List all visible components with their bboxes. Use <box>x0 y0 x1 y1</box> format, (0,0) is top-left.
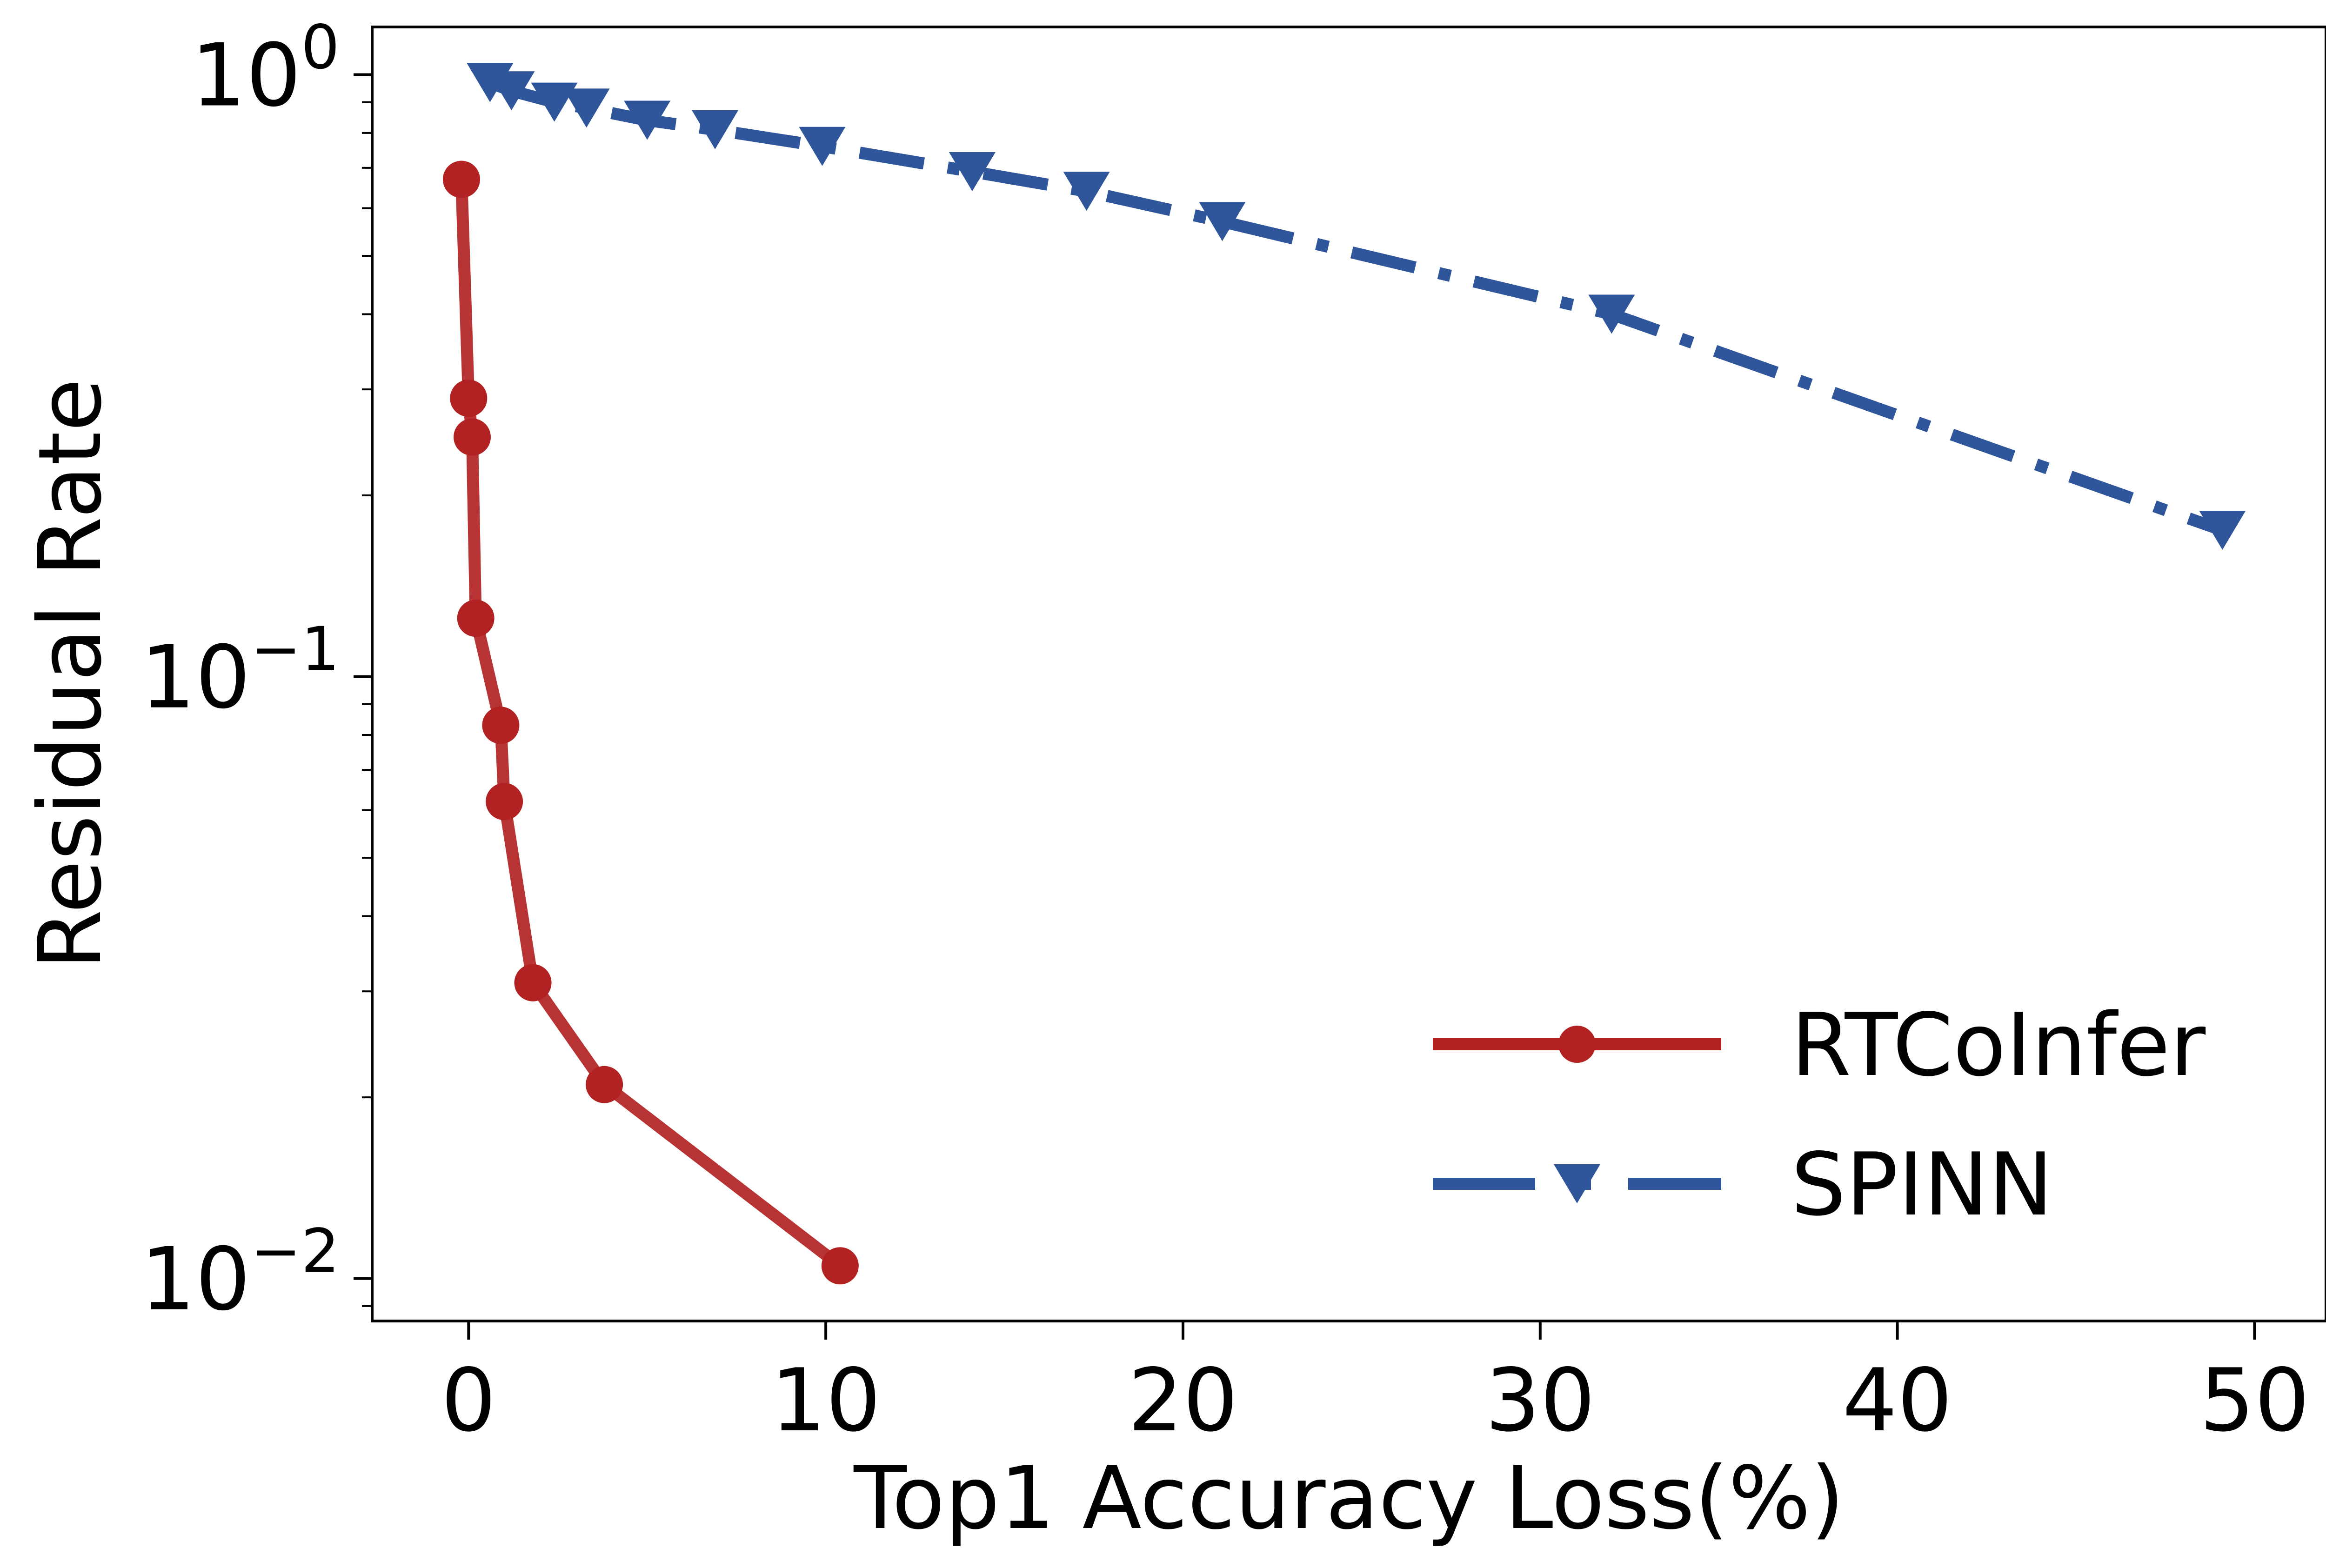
data-point-spinn <box>692 110 739 149</box>
x-axis: 0 10 20 30 40 50 <box>441 1321 2310 1451</box>
data-point-spinn <box>624 100 671 140</box>
data-point-spinn <box>799 127 846 166</box>
x-tick-label: 0 <box>441 1350 496 1451</box>
x-tick-label: 40 <box>1842 1350 1952 1451</box>
legend-item-rtcoinfer: RTCoInfer <box>1433 994 2206 1095</box>
data-point-rtcoinfer <box>457 600 495 637</box>
y-axis: 100 10−1 10−2 <box>140 12 372 1330</box>
legend-label-rtcoinfer: RTCoInfer <box>1791 994 2206 1095</box>
y-tick-label: 10−2 <box>140 1216 340 1330</box>
data-point-spinn <box>2199 511 2246 550</box>
x-tick-label: 20 <box>1128 1350 1238 1451</box>
y-tick-label: 10−1 <box>140 614 340 728</box>
data-point-rtcoinfer <box>486 783 523 821</box>
x-tick-label: 30 <box>1485 1350 1595 1451</box>
data-point-rtcoinfer <box>514 964 552 1001</box>
data-point-spinn <box>949 152 996 192</box>
x-axis-label: Top1 Accuracy Loss(%) <box>853 1448 1844 1548</box>
plot-frame <box>371 26 2326 1322</box>
y-tick-label: 100 <box>191 12 340 126</box>
data-point-spinn <box>1199 202 1246 241</box>
data-point-rtcoinfer <box>821 1247 859 1285</box>
series-spinn <box>467 63 2246 550</box>
data-point-rtcoinfer <box>442 160 480 198</box>
data-point-spinn <box>488 71 535 111</box>
y-axis-label: Residual Rate <box>20 378 120 969</box>
legend-label-spinn: SPINN <box>1791 1134 2053 1235</box>
data-point-spinn <box>1588 294 1635 334</box>
data-point-rtcoinfer <box>482 707 520 744</box>
series-rtcoinfer <box>442 160 859 1285</box>
data-point-spinn <box>563 88 610 128</box>
x-tick-label: 50 <box>2199 1350 2310 1451</box>
x-tick-label: 10 <box>771 1350 881 1451</box>
legend-marker-rtcoinfer <box>1558 1026 1596 1063</box>
legend: RTCoInfer SPINN <box>1433 994 2206 1235</box>
data-point-spinn <box>1063 172 1110 211</box>
plot-series-layer <box>442 63 2246 1285</box>
data-point-rtcoinfer <box>450 380 488 417</box>
data-point-rtcoinfer <box>453 418 491 456</box>
legend-item-spinn: SPINN <box>1433 1134 2053 1235</box>
legend-marker-spinn <box>1554 1164 1600 1203</box>
data-point-rtcoinfer <box>586 1066 623 1103</box>
